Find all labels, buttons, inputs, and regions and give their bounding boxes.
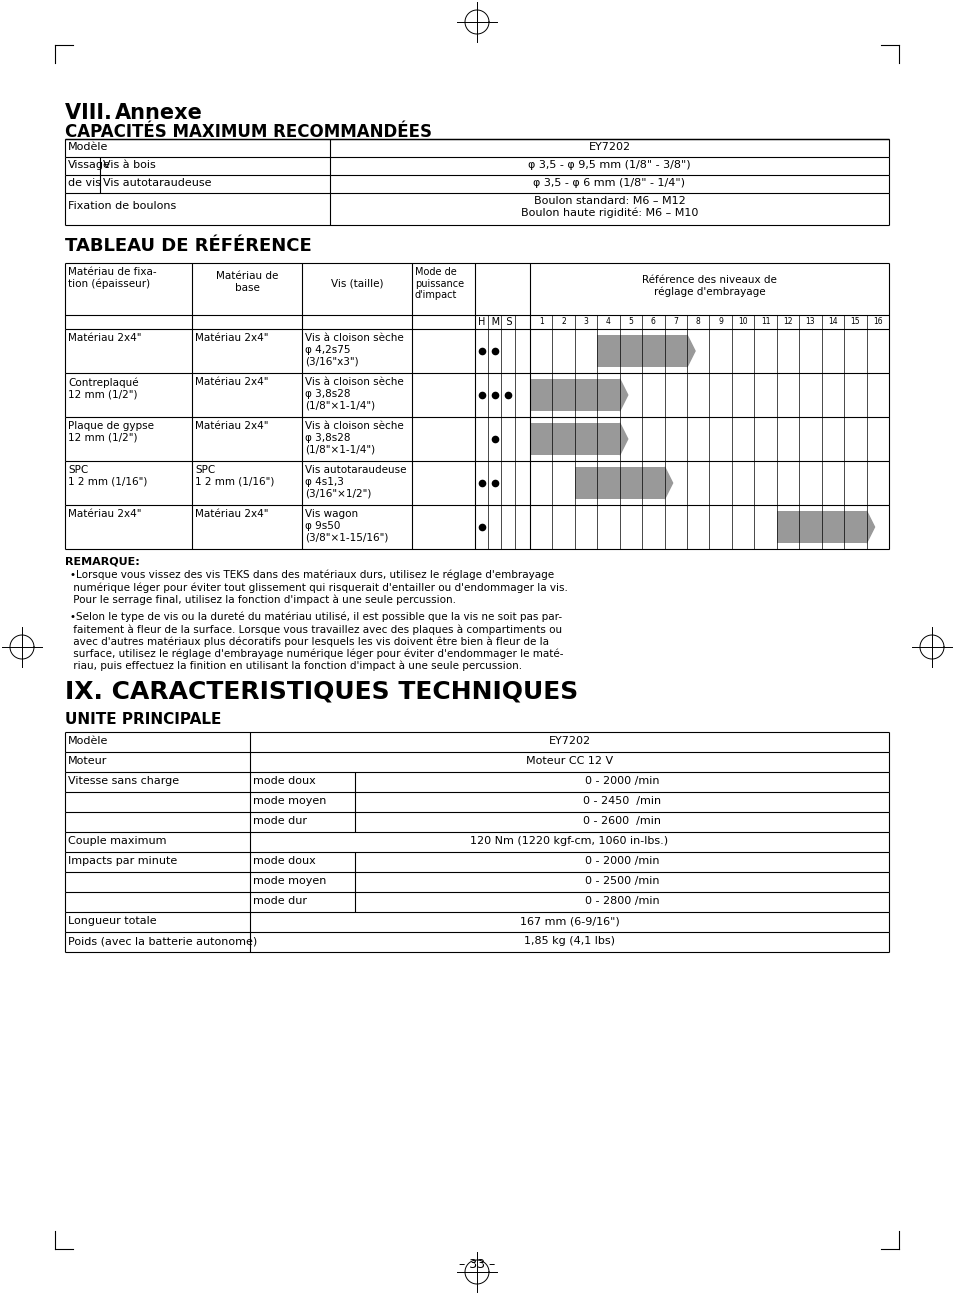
Text: CAPACITÉS MAXIMUM RECOMMANDÉES: CAPACITÉS MAXIMUM RECOMMANDÉES: [65, 123, 432, 141]
Text: Matériau de fixa-
tion (épaisseur): Matériau de fixa- tion (épaisseur): [68, 267, 156, 289]
Text: Vis à bois: Vis à bois: [103, 160, 155, 170]
Text: Vis à cloison sèche
φ 3,8s28
(1/8"×1-1/4"): Vis à cloison sèche φ 3,8s28 (1/8"×1-1/4…: [305, 421, 403, 454]
Text: 0 - 2800 /min: 0 - 2800 /min: [584, 895, 659, 906]
Text: EY7202: EY7202: [588, 142, 630, 151]
Text: Vis (taille): Vis (taille): [331, 280, 383, 289]
Text: Matériau 2x4": Matériau 2x4": [194, 421, 268, 431]
Text: Annexe: Annexe: [115, 104, 203, 123]
Text: 0 - 2450  /min: 0 - 2450 /min: [582, 796, 660, 806]
Text: mode moyen: mode moyen: [253, 796, 326, 806]
Text: H  M  S: H M S: [477, 317, 512, 327]
Text: 0 - 2000 /min: 0 - 2000 /min: [584, 857, 659, 866]
Text: Vis wagon
φ 9s50
(3/8"×1-15/16"): Vis wagon φ 9s50 (3/8"×1-15/16"): [305, 509, 388, 542]
Text: 10: 10: [738, 317, 747, 326]
Bar: [530, 379, 619, 411]
Text: 0 - 2500 /min: 0 - 2500 /min: [584, 876, 659, 886]
Text: φ 3,5 - φ 6 mm (1/8" - 1/4"): φ 3,5 - φ 6 mm (1/8" - 1/4"): [533, 179, 685, 188]
Text: EY7202: EY7202: [548, 736, 590, 747]
Text: Matériau 2x4": Matériau 2x4": [194, 333, 268, 343]
Text: φ 3,5 - φ 9,5 mm (1/8" - 3/8"): φ 3,5 - φ 9,5 mm (1/8" - 3/8"): [528, 160, 690, 170]
Text: Référence des niveaux de
réglage d'embrayage: Référence des niveaux de réglage d'embra…: [641, 276, 776, 298]
Text: Couple maximum: Couple maximum: [68, 836, 167, 846]
Text: 3: 3: [583, 317, 588, 326]
Text: 0 - 2000 /min: 0 - 2000 /min: [584, 776, 659, 785]
Text: 7: 7: [673, 317, 678, 326]
Text: – 33 –: – 33 –: [458, 1258, 495, 1271]
Text: de vis: de vis: [68, 179, 101, 188]
Text: Matériau 2x4": Matériau 2x4": [68, 333, 141, 343]
Text: Vis autotaraudeuse: Vis autotaraudeuse: [103, 179, 212, 188]
Text: 1,85 kg (4,1 lbs): 1,85 kg (4,1 lbs): [523, 936, 615, 946]
Text: Moteur CC 12 V: Moteur CC 12 V: [525, 756, 613, 766]
Text: 1: 1: [538, 317, 543, 326]
Polygon shape: [686, 335, 695, 367]
Text: Vis à cloison sèche
φ 3,8s28
(1/8"×1-1/4"): Vis à cloison sèche φ 3,8s28 (1/8"×1-1/4…: [305, 377, 403, 410]
Text: Vitesse sans charge: Vitesse sans charge: [68, 776, 179, 785]
Text: Mode de
puissance
d'impact: Mode de puissance d'impact: [415, 267, 464, 300]
Text: Boulon haute rigidité: M6 – M10: Boulon haute rigidité: M6 – M10: [520, 207, 698, 217]
Bar: [776, 511, 865, 543]
Text: Vis à cloison sèche
φ 4,2s75
(3/16"x3"): Vis à cloison sèche φ 4,2s75 (3/16"x3"): [305, 333, 403, 366]
Polygon shape: [619, 423, 627, 455]
Text: Matériau 2x4": Matériau 2x4": [68, 509, 141, 519]
Text: 167 mm (6-9/16"): 167 mm (6-9/16"): [519, 916, 618, 927]
Text: Longueur totale: Longueur totale: [68, 916, 156, 927]
Bar: [530, 423, 619, 455]
Text: Poids (avec la batterie autonome): Poids (avec la batterie autonome): [68, 936, 257, 946]
Text: Impacts par minute: Impacts par minute: [68, 857, 177, 866]
Text: 13: 13: [805, 317, 815, 326]
Text: 9: 9: [718, 317, 722, 326]
Text: Modèle: Modèle: [68, 736, 109, 747]
Text: 14: 14: [827, 317, 837, 326]
Text: Contreplaqué
12 mm (1/2"): Contreplaqué 12 mm (1/2"): [68, 377, 138, 399]
Text: mode moyen: mode moyen: [253, 876, 326, 886]
Text: 15: 15: [850, 317, 860, 326]
Text: mode doux: mode doux: [253, 776, 315, 785]
Text: Boulon standard: M6 – M12: Boulon standard: M6 – M12: [533, 195, 684, 206]
Text: mode dur: mode dur: [253, 817, 307, 826]
Text: Modèle: Modèle: [68, 142, 109, 151]
Text: Moteur: Moteur: [68, 756, 108, 766]
Text: Matériau 2x4": Matériau 2x4": [194, 377, 268, 387]
Bar: [597, 335, 686, 367]
Text: UNITE PRINCIPALE: UNITE PRINCIPALE: [65, 712, 221, 727]
Polygon shape: [619, 379, 627, 411]
Text: •Selon le type de vis ou la dureté du matériau utilisé, il est possible que la v: •Selon le type de vis ou la dureté du ma…: [70, 612, 563, 672]
Text: 0 - 2600  /min: 0 - 2600 /min: [582, 817, 660, 826]
Text: mode doux: mode doux: [253, 857, 315, 866]
Text: TABLEAU DE RÉFÉRENCE: TABLEAU DE RÉFÉRENCE: [65, 237, 312, 255]
Text: 8: 8: [695, 317, 700, 326]
Text: IX. CARACTERISTIQUES TECHNIQUES: IX. CARACTERISTIQUES TECHNIQUES: [65, 681, 578, 704]
Bar: [575, 467, 664, 499]
Text: REMARQUE:: REMARQUE:: [65, 556, 139, 567]
Text: •Lorsque vous vissez des vis TEKS dans des matériaux durs, utilisez le réglage d: •Lorsque vous vissez des vis TEKS dans d…: [70, 569, 567, 604]
Text: VIII.: VIII.: [65, 104, 119, 123]
Text: Matériau de
base: Matériau de base: [215, 270, 278, 292]
Text: 2: 2: [560, 317, 565, 326]
Text: 6: 6: [650, 317, 655, 326]
Text: Fixation de boulons: Fixation de boulons: [68, 201, 176, 211]
Text: Vis autotaraudeuse
φ 4s1,3
(3/16"×1/2"): Vis autotaraudeuse φ 4s1,3 (3/16"×1/2"): [305, 465, 406, 498]
Text: SPC
1 2 mm (1/16"): SPC 1 2 mm (1/16"): [194, 465, 274, 487]
Text: mode dur: mode dur: [253, 895, 307, 906]
Text: Plaque de gypse
12 mm (1/2"): Plaque de gypse 12 mm (1/2"): [68, 421, 153, 443]
Text: Vissage: Vissage: [68, 160, 111, 170]
Text: 120 Nm (1220 kgf-cm, 1060 in-lbs.): 120 Nm (1220 kgf-cm, 1060 in-lbs.): [470, 836, 668, 846]
Text: 11: 11: [760, 317, 769, 326]
Polygon shape: [865, 511, 874, 543]
Text: 5: 5: [628, 317, 633, 326]
Text: 4: 4: [605, 317, 610, 326]
Polygon shape: [664, 467, 672, 499]
Text: Matériau 2x4": Matériau 2x4": [194, 509, 268, 519]
Text: 16: 16: [872, 317, 882, 326]
Text: SPC
1 2 mm (1/16"): SPC 1 2 mm (1/16"): [68, 465, 147, 487]
Text: 12: 12: [782, 317, 792, 326]
